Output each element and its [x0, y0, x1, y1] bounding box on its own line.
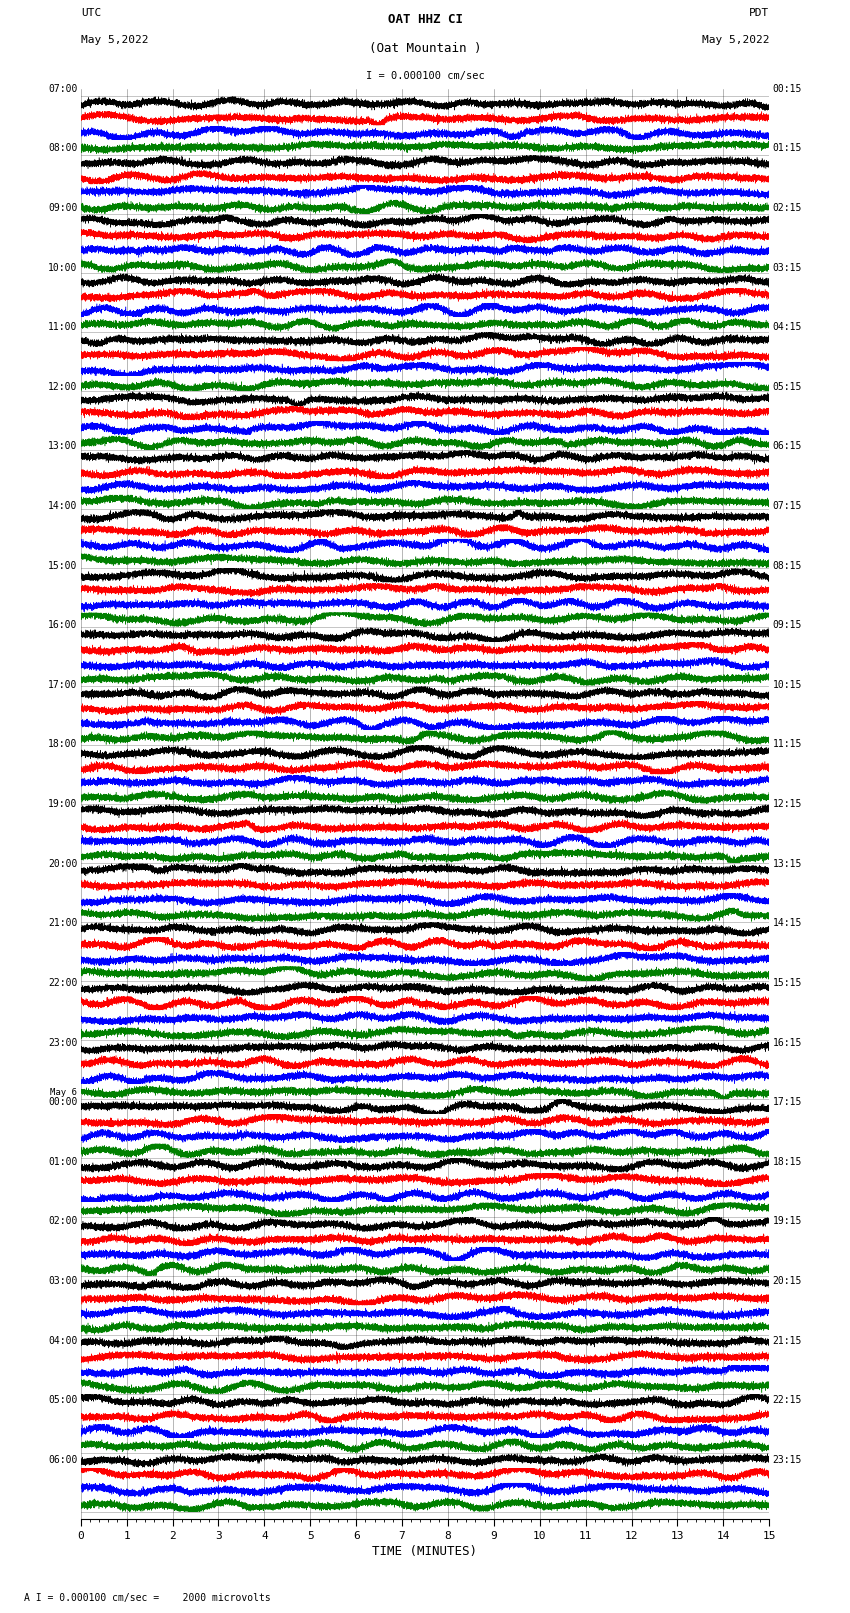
Text: 00:00: 00:00 — [48, 1097, 77, 1107]
Text: 08:00: 08:00 — [48, 144, 77, 153]
Text: UTC: UTC — [81, 8, 101, 18]
Text: 05:00: 05:00 — [48, 1395, 77, 1405]
Text: 07:15: 07:15 — [773, 502, 802, 511]
Text: 12:15: 12:15 — [773, 798, 802, 810]
Text: 11:00: 11:00 — [48, 323, 77, 332]
Text: 19:00: 19:00 — [48, 798, 77, 810]
Text: 20:00: 20:00 — [48, 858, 77, 869]
Text: 09:15: 09:15 — [773, 621, 802, 631]
Text: 03:15: 03:15 — [773, 263, 802, 273]
Text: 20:15: 20:15 — [773, 1276, 802, 1286]
Text: 17:15: 17:15 — [773, 1097, 802, 1107]
Text: May 5,2022: May 5,2022 — [81, 35, 148, 45]
Text: 15:00: 15:00 — [48, 561, 77, 571]
Text: 06:15: 06:15 — [773, 442, 802, 452]
Text: 16:00: 16:00 — [48, 621, 77, 631]
Text: 06:00: 06:00 — [48, 1455, 77, 1465]
Text: 02:00: 02:00 — [48, 1216, 77, 1226]
Text: 13:15: 13:15 — [773, 858, 802, 869]
Text: 12:00: 12:00 — [48, 382, 77, 392]
Text: 23:00: 23:00 — [48, 1037, 77, 1047]
Text: May 6: May 6 — [50, 1089, 77, 1097]
X-axis label: TIME (MINUTES): TIME (MINUTES) — [372, 1545, 478, 1558]
Text: 22:15: 22:15 — [773, 1395, 802, 1405]
Text: 10:15: 10:15 — [773, 679, 802, 690]
Text: 14:00: 14:00 — [48, 502, 77, 511]
Text: 19:15: 19:15 — [773, 1216, 802, 1226]
Text: 13:00: 13:00 — [48, 442, 77, 452]
Text: 07:00: 07:00 — [48, 84, 77, 94]
Text: 04:15: 04:15 — [773, 323, 802, 332]
Text: 04:00: 04:00 — [48, 1336, 77, 1345]
Text: 18:00: 18:00 — [48, 739, 77, 750]
Text: 02:15: 02:15 — [773, 203, 802, 213]
Text: 09:00: 09:00 — [48, 203, 77, 213]
Text: (Oat Mountain ): (Oat Mountain ) — [369, 42, 481, 55]
Text: 22:00: 22:00 — [48, 977, 77, 987]
Text: I = 0.000100 cm/sec: I = 0.000100 cm/sec — [366, 71, 484, 81]
Text: 15:15: 15:15 — [773, 977, 802, 987]
Text: 05:15: 05:15 — [773, 382, 802, 392]
Text: 21:00: 21:00 — [48, 918, 77, 929]
Text: 00:15: 00:15 — [773, 84, 802, 94]
Text: 16:15: 16:15 — [773, 1037, 802, 1047]
Text: 01:15: 01:15 — [773, 144, 802, 153]
Text: 14:15: 14:15 — [773, 918, 802, 929]
Text: 08:15: 08:15 — [773, 561, 802, 571]
Text: 11:15: 11:15 — [773, 739, 802, 750]
Text: 18:15: 18:15 — [773, 1157, 802, 1166]
Text: A I = 0.000100 cm/sec =    2000 microvolts: A I = 0.000100 cm/sec = 2000 microvolts — [24, 1594, 271, 1603]
Text: 01:00: 01:00 — [48, 1157, 77, 1166]
Text: OAT HHZ CI: OAT HHZ CI — [388, 13, 462, 26]
Text: PDT: PDT — [749, 8, 769, 18]
Text: 10:00: 10:00 — [48, 263, 77, 273]
Text: May 5,2022: May 5,2022 — [702, 35, 769, 45]
Text: 17:00: 17:00 — [48, 679, 77, 690]
Text: 21:15: 21:15 — [773, 1336, 802, 1345]
Text: 03:00: 03:00 — [48, 1276, 77, 1286]
Text: 23:15: 23:15 — [773, 1455, 802, 1465]
